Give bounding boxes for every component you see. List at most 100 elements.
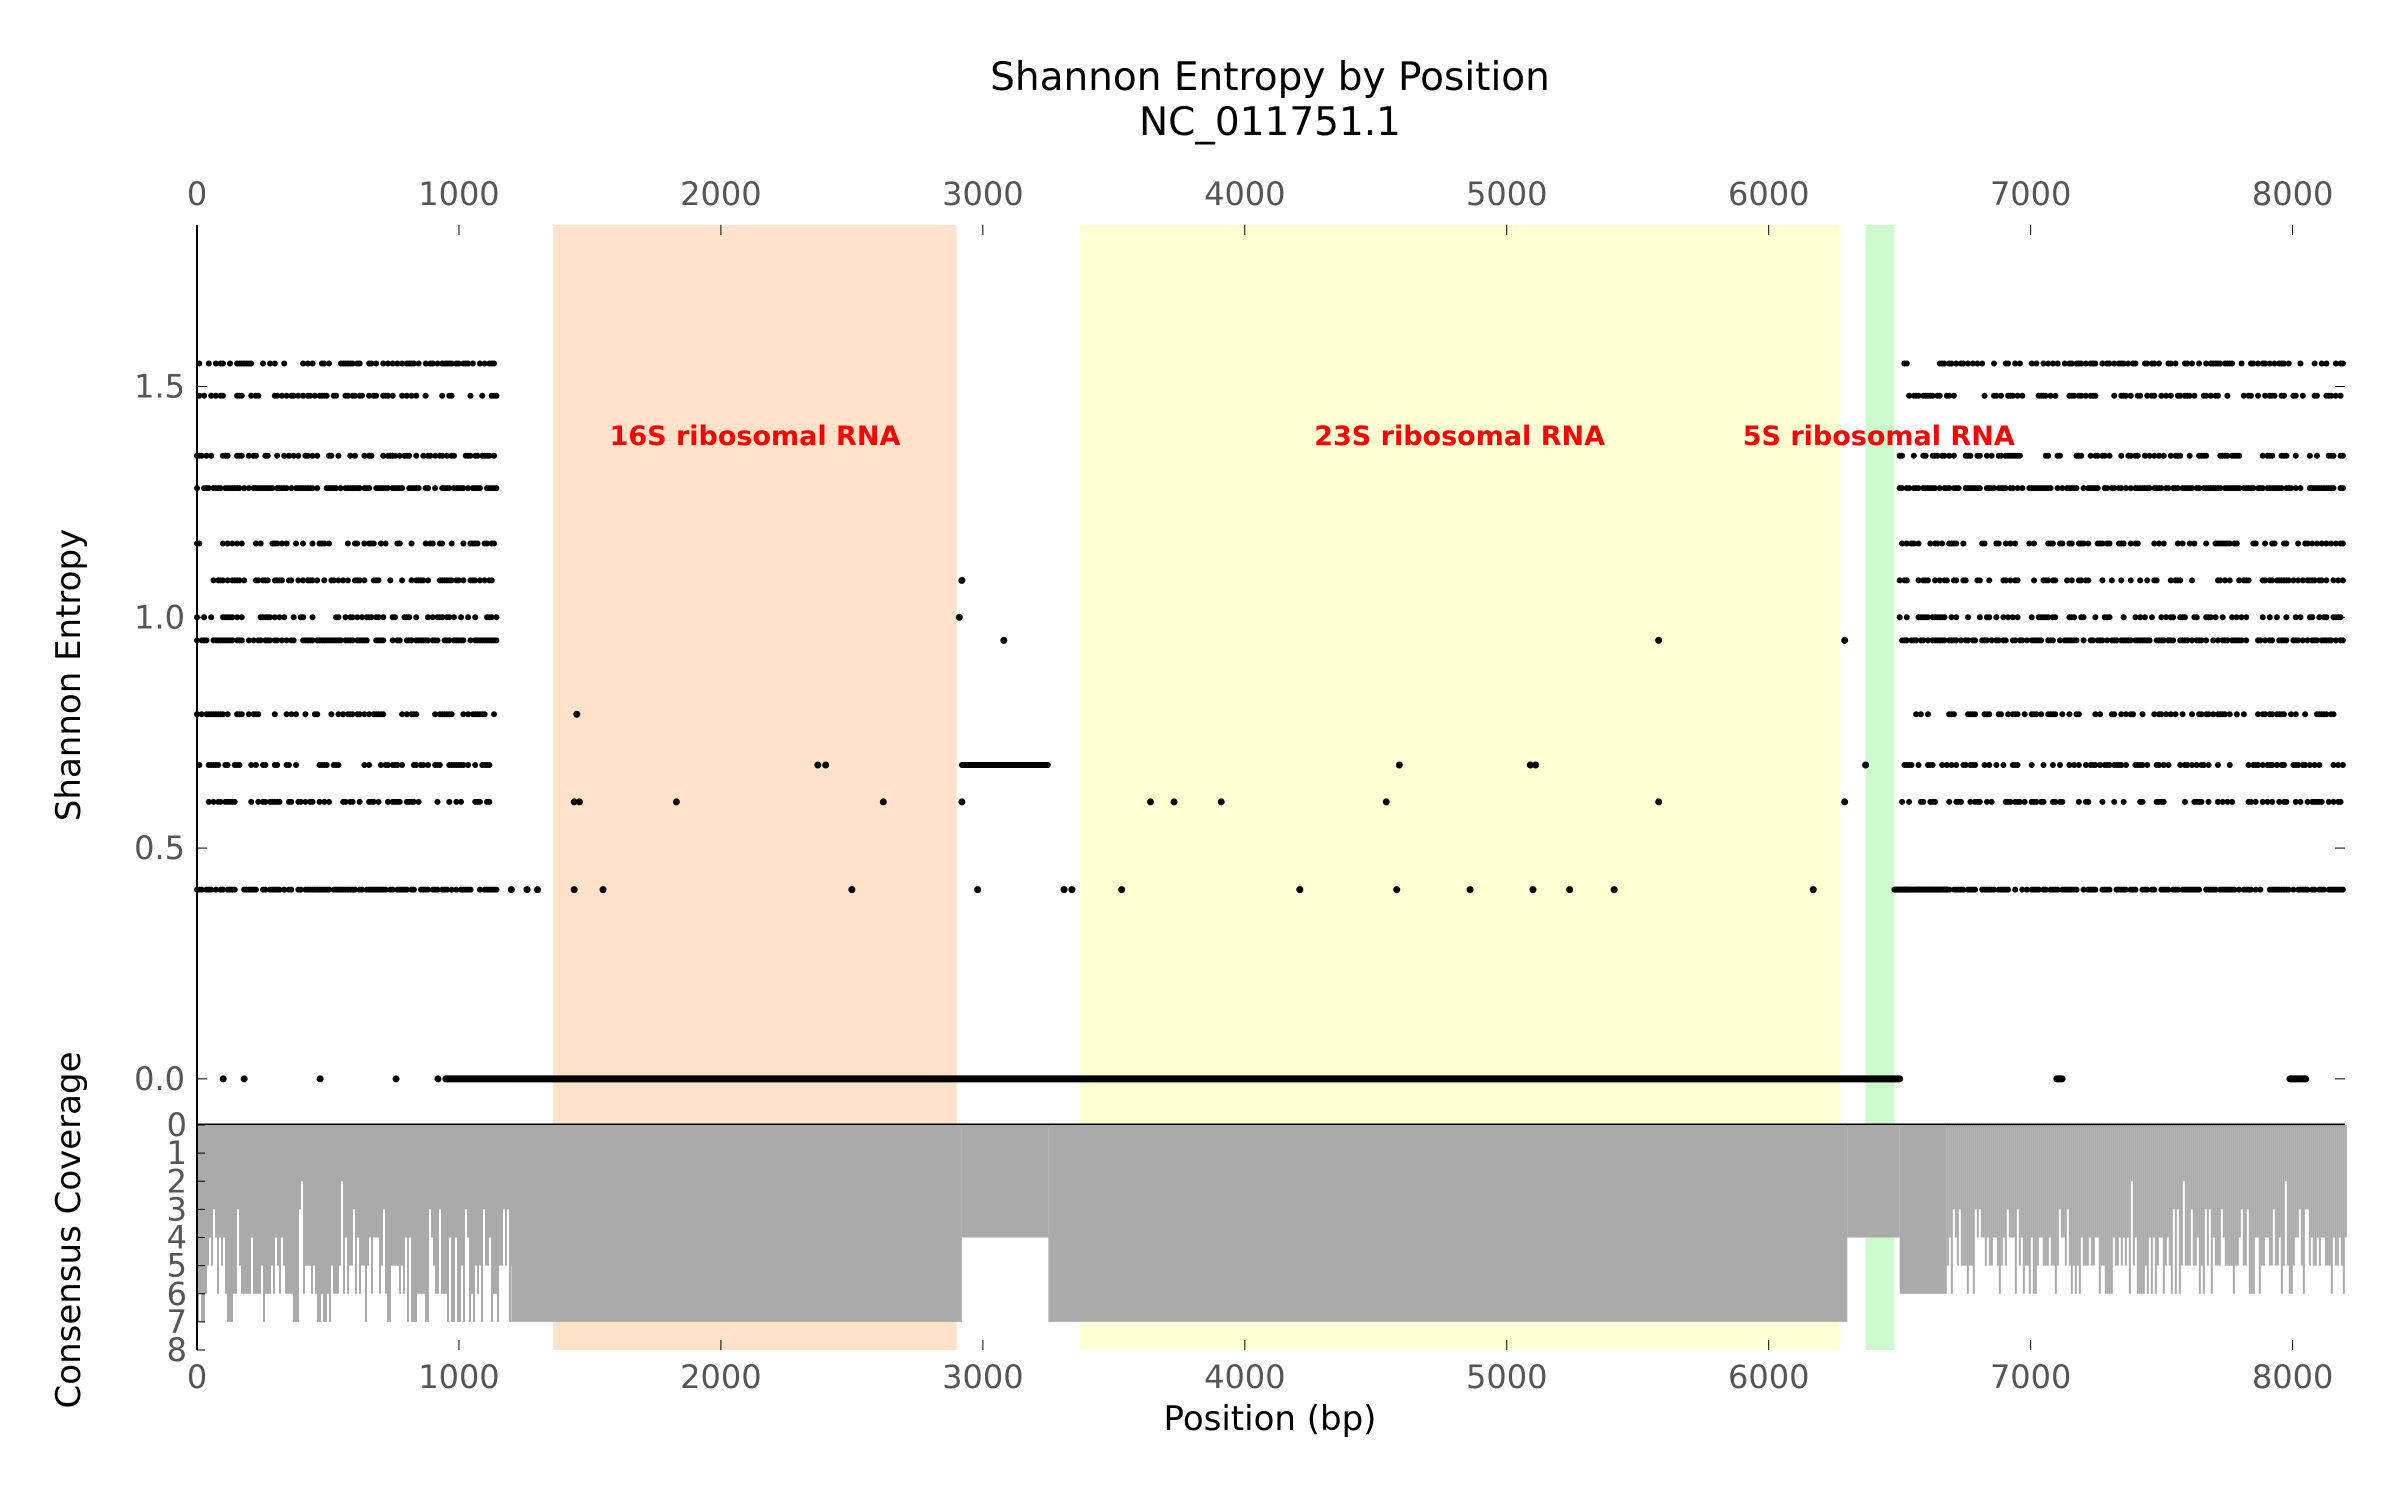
coverage-bar bbox=[2168, 1125, 2171, 1266]
coverage-bar bbox=[2200, 1125, 2203, 1266]
coverage-bar bbox=[391, 1125, 393, 1266]
entropy-point bbox=[2075, 762, 2082, 768]
entropy-point bbox=[194, 485, 200, 492]
entropy-point bbox=[2179, 540, 2186, 547]
entropy-point bbox=[361, 452, 368, 459]
entropy-point bbox=[2238, 360, 2245, 367]
entropy-point bbox=[224, 711, 231, 718]
coverage-bar bbox=[2264, 1125, 2267, 1238]
entropy-point bbox=[2014, 485, 2021, 492]
entropy-point bbox=[288, 577, 295, 584]
coverage-bar bbox=[325, 1125, 327, 1322]
entropy-point bbox=[410, 360, 417, 367]
entropy-point bbox=[344, 392, 351, 399]
entropy-point bbox=[208, 452, 215, 459]
coverage-bar bbox=[495, 1125, 497, 1294]
entropy-point bbox=[361, 577, 368, 584]
coverage-bar bbox=[2106, 1125, 2109, 1294]
entropy-point bbox=[2203, 360, 2210, 367]
entropy-point bbox=[493, 392, 500, 399]
coverage-bar bbox=[1948, 1125, 1951, 1238]
bottom-x-tick-label: 3000 bbox=[942, 1358, 1023, 1396]
bottom-x-tick-label: 0 bbox=[187, 1358, 207, 1396]
entropy-point bbox=[2106, 762, 2113, 768]
top-x-tick-label: 6000 bbox=[1728, 175, 1809, 213]
coverage-bar bbox=[455, 1125, 457, 1238]
coverage-bar bbox=[2162, 1125, 2165, 1294]
entropy-point bbox=[2033, 360, 2040, 367]
entropy-point bbox=[1929, 392, 1936, 399]
entropy-point bbox=[1946, 798, 1953, 805]
entropy-point bbox=[1960, 540, 1967, 547]
coverage-bar bbox=[2112, 1125, 2115, 1238]
entropy-point bbox=[368, 452, 375, 459]
entropy-point bbox=[219, 360, 226, 367]
entropy-point bbox=[2167, 577, 2174, 584]
entropy-point bbox=[2014, 577, 2021, 584]
entropy-point bbox=[1981, 762, 1988, 768]
entropy-y-tick-label: 0.0 bbox=[134, 1060, 185, 1098]
coverage-bar bbox=[449, 1125, 451, 1238]
entropy-point bbox=[321, 360, 328, 367]
coverage-bar bbox=[2104, 1125, 2107, 1294]
coverage-bar bbox=[2218, 1125, 2221, 1266]
entropy-point bbox=[2000, 762, 2007, 768]
coverage-bar bbox=[367, 1125, 369, 1266]
entropy-point bbox=[2210, 711, 2217, 718]
region-label-1: 23S ribosomal RNA bbox=[1314, 421, 1605, 452]
entropy-point bbox=[413, 392, 420, 399]
entropy-point bbox=[2038, 637, 2045, 644]
entropy-point bbox=[2247, 886, 2254, 893]
coverage-bar bbox=[2118, 1125, 2121, 1238]
entropy-point bbox=[2106, 886, 2113, 893]
entropy-point bbox=[361, 711, 368, 718]
entropy-point bbox=[2151, 452, 2158, 459]
coverage-bar bbox=[481, 1125, 483, 1322]
entropy-point bbox=[458, 798, 465, 805]
coverage-bar bbox=[2076, 1125, 2079, 1266]
entropy-point bbox=[422, 540, 429, 547]
entropy-point bbox=[2330, 452, 2337, 459]
entropy-point bbox=[208, 886, 215, 893]
entropy-point bbox=[351, 452, 358, 459]
entropy-point bbox=[1395, 761, 1403, 769]
entropy-point bbox=[264, 452, 271, 459]
entropy-point bbox=[370, 540, 377, 547]
entropy-point bbox=[2262, 360, 2269, 367]
entropy-point bbox=[2266, 614, 2273, 621]
entropy-point bbox=[2165, 886, 2172, 893]
entropy-point bbox=[399, 762, 406, 768]
entropy-point bbox=[373, 360, 380, 367]
entropy-point bbox=[2184, 637, 2191, 644]
coverage-bar bbox=[397, 1125, 399, 1266]
entropy-point bbox=[1915, 392, 1922, 399]
coverage-bar bbox=[283, 1125, 285, 1266]
coverage-bar bbox=[363, 1125, 365, 1266]
entropy-point bbox=[879, 798, 887, 806]
entropy-point bbox=[2056, 637, 2063, 644]
entropy-point bbox=[403, 886, 410, 893]
coverage-bar bbox=[1950, 1125, 1953, 1294]
entropy-point bbox=[1976, 577, 1983, 584]
coverage-bar bbox=[443, 1125, 445, 1294]
entropy-point bbox=[2189, 637, 2196, 644]
entropy-point bbox=[392, 1075, 400, 1083]
entropy-point bbox=[2339, 540, 2346, 547]
coverage-bar bbox=[2166, 1125, 2169, 1238]
entropy-point bbox=[2280, 360, 2287, 367]
entropy-point bbox=[2049, 762, 2056, 768]
entropy-point bbox=[1972, 711, 1979, 718]
entropy-point bbox=[2005, 614, 2012, 621]
coverage-bar bbox=[2306, 1125, 2309, 1210]
coverage-bar bbox=[1847, 1125, 1900, 1238]
entropy-point bbox=[814, 761, 822, 769]
entropy-point bbox=[2207, 614, 2214, 621]
entropy-point bbox=[337, 637, 344, 644]
entropy-point bbox=[2323, 360, 2330, 367]
coverage-bar bbox=[285, 1125, 287, 1294]
coverage-bar bbox=[467, 1125, 469, 1238]
coverage-bar bbox=[2056, 1125, 2059, 1266]
entropy-point bbox=[2012, 886, 2019, 893]
entropy-point bbox=[375, 614, 382, 621]
entropy-point bbox=[2339, 637, 2346, 644]
